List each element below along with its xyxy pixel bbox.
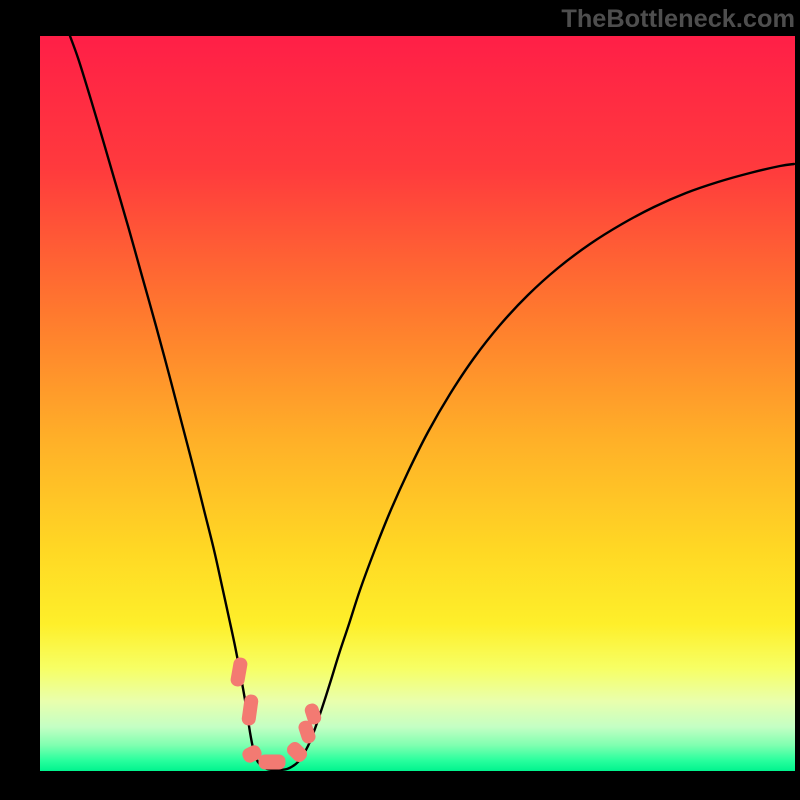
chart-frame: TheBottleneck.com: [0, 0, 800, 800]
watermark-text: TheBottleneck.com: [561, 5, 795, 34]
plot-area: [40, 36, 795, 771]
